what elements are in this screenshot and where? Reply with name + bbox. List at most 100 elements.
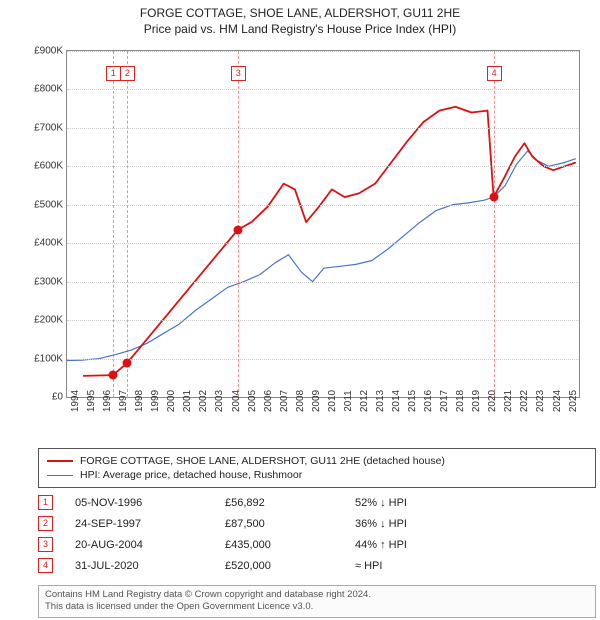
x-axis-label: 2023 [535,390,546,412]
x-axis-label: 2017 [439,390,450,412]
footer-line: This data is licensed under the Open Gov… [45,601,589,613]
series-line [494,143,576,197]
row-hpi-relation: 36% ↓ HPI [355,518,505,530]
chart-title: FORGE COTTAGE, SHOE LANE, ALDERSHOT, GU1… [0,6,600,20]
legend-label: FORGE COTTAGE, SHOE LANE, ALDERSHOT, GU1… [80,455,445,467]
x-axis-label: 2015 [407,390,418,412]
x-axis-label: 2021 [503,390,514,412]
transaction-marker: 1 [106,66,121,81]
legend-item: HPI: Average price, detached house, Rush… [47,468,587,482]
x-axis-label: 2004 [231,390,242,412]
gridline [67,359,579,360]
transaction-dot [122,359,131,368]
x-axis-label: 2011 [343,390,354,412]
transaction-dot [108,371,117,380]
y-axis-label: £0 [52,392,63,403]
row-date: 31-JUL-2020 [75,560,225,572]
x-axis-label: 2010 [327,390,338,412]
row-price: £87,500 [225,518,355,530]
x-axis-label: 2005 [247,390,258,412]
gridline [67,166,579,167]
series-line [67,151,576,361]
y-axis-label: £700K [34,122,63,133]
transaction-vline [494,51,495,397]
transaction-vline [113,51,114,397]
line-layer [67,51,579,397]
chart-container: FORGE COTTAGE, SHOE LANE, ALDERSHOT, GU1… [0,0,600,620]
table-row: 2 24-SEP-1997£87,50036% ↓ HPI [38,513,578,534]
table-row: 4 31-JUL-2020£520,000≈ HPI [38,555,578,576]
row-marker: 1 [38,495,53,510]
x-axis-label: 2014 [391,390,402,412]
legend: FORGE COTTAGE, SHOE LANE, ALDERSHOT, GU1… [38,448,596,488]
title-block: FORGE COTTAGE, SHOE LANE, ALDERSHOT, GU1… [0,0,600,36]
row-date: 20-AUG-2004 [75,539,225,551]
row-marker: 3 [38,537,53,552]
row-marker: 2 [38,516,53,531]
footer-line: Contains HM Land Registry data © Crown c… [45,589,589,601]
transaction-dot [233,225,242,234]
y-axis-label: £600K [34,161,63,172]
chart-area: £0 £100K £200K £300K £400K £500K £600K £700K £80… [18,46,588,436]
y-axis-label: £800K [34,84,63,95]
x-axis-label: 2022 [519,390,530,412]
transaction-marker: 4 [487,66,502,81]
transaction-vline [127,51,128,397]
transaction-dot [489,193,498,202]
chart-subtitle: Price paid vs. HM Land Registry's House … [0,22,600,36]
gridline [67,320,579,321]
row-hpi-relation: 52% ↓ HPI [355,497,505,509]
x-axis-label: 2007 [279,390,290,412]
x-axis-label: 2024 [552,390,563,412]
y-axis-label: £900K [34,46,63,57]
y-axis-label: £400K [34,238,63,249]
transaction-marker: 3 [231,66,246,81]
row-marker: 4 [38,558,53,573]
attribution-footer: Contains HM Land Registry data © Crown c… [38,585,596,618]
transaction-vline [238,51,239,397]
x-axis-label: 1996 [102,390,113,412]
x-axis-label: 1998 [134,390,145,412]
legend-label: HPI: Average price, detached house, Rush… [80,469,302,481]
table-row: 3 20-AUG-2004£435,00044% ↑ HPI [38,534,578,555]
legend-swatch [47,475,73,476]
row-price: £520,000 [225,560,355,572]
x-axis-label: 1994 [70,390,81,412]
x-axis-label: 1999 [150,390,161,412]
gridline [67,128,579,129]
legend-item: FORGE COTTAGE, SHOE LANE, ALDERSHOT, GU1… [47,454,587,468]
y-axis-label: £500K [34,199,63,210]
gridline [67,89,579,90]
y-axis-label: £300K [34,276,63,287]
x-axis-label: 2001 [182,390,193,412]
series-line [238,107,494,230]
row-hpi-relation: ≈ HPI [355,560,505,572]
x-axis-label: 2008 [295,390,306,412]
row-hpi-relation: 44% ↑ HPI [355,539,505,551]
series-line [127,230,238,364]
x-axis-label: 2016 [423,390,434,412]
gridline [67,205,579,206]
plot-area: £0£100K£200K£300K£400K£500K£600K£700K£80… [66,50,580,398]
x-axis-label: 2000 [166,390,177,412]
y-axis-label: £100K [34,353,63,364]
row-date: 24-SEP-1997 [75,518,225,530]
row-date: 05-NOV-1996 [75,497,225,509]
row-price: £56,892 [225,497,355,509]
x-axis-label: 2013 [375,390,386,412]
x-axis-label: 2012 [359,390,370,412]
legend-swatch [47,460,73,462]
row-price: £435,000 [225,539,355,551]
x-axis-label: 2006 [263,390,274,412]
x-axis-label: 1995 [86,390,97,412]
table-row: 1 05-NOV-1996£56,89252% ↓ HPI [38,492,578,513]
gridline [67,282,579,283]
gridline [67,243,579,244]
transactions-table: 1 05-NOV-1996£56,89252% ↓ HPI 2 24-SEP-1997… [38,492,578,576]
x-axis-label: 2025 [568,390,579,412]
gridline [67,51,579,52]
x-axis-label: 2002 [198,390,209,412]
x-axis-label: 2003 [214,390,225,412]
y-axis-label: £200K [34,315,63,326]
x-axis-label: 2009 [311,390,322,412]
